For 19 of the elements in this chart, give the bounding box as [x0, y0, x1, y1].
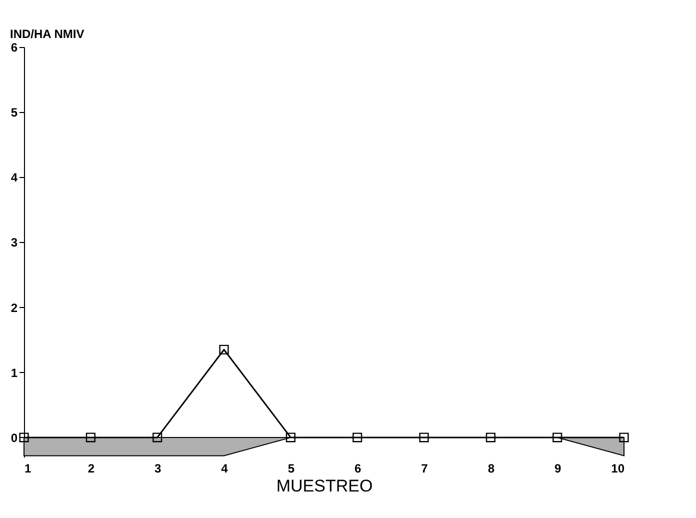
y-tick-label: 6: [10, 40, 18, 54]
y-tick-label: 1: [10, 366, 18, 380]
x-tick-label: 5: [288, 462, 295, 476]
x-tick-label: 2: [88, 462, 95, 476]
y-axis-title: IND/HA NMIV: [10, 27, 84, 41]
y-tick-label: 5: [10, 106, 18, 120]
x-tick-label: 1: [24, 462, 32, 476]
y-tick-label: 2: [10, 300, 18, 315]
x-tick-label: 6: [354, 462, 362, 476]
y-tick-label: 4: [10, 170, 18, 185]
y-tick-label: 3: [10, 236, 18, 250]
x-tick-label: 9: [554, 462, 562, 476]
x-axis-title: MUESTREO: [276, 476, 373, 496]
x-tick-label: 3: [154, 462, 162, 476]
x-tick-label: 10: [611, 462, 625, 476]
x-tick-label: 7: [421, 462, 428, 476]
x-tick-label: 8: [488, 462, 495, 476]
x-tick-label: 4: [221, 462, 228, 476]
y-tick-label: 0: [10, 430, 18, 445]
